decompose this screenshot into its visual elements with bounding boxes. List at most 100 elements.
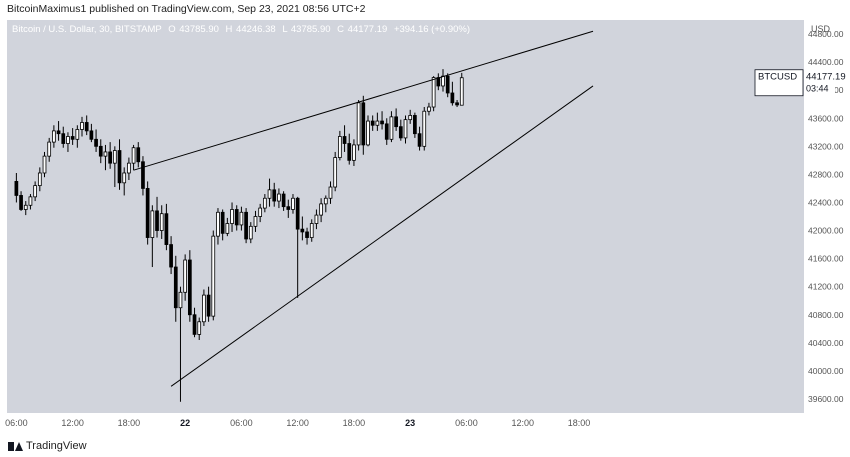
candle-body [234, 209, 239, 226]
candle [361, 95, 366, 155]
candle [103, 144, 108, 171]
candle-body [352, 144, 356, 161]
y-tick-label: 41600.00 [808, 254, 844, 264]
x-tick-label: 12:00 [511, 418, 534, 428]
y-tick-label: 42400.00 [808, 197, 844, 207]
candle-body [112, 150, 117, 164]
legend-o-label: O [168, 24, 175, 35]
candle-body [323, 197, 328, 205]
candle-body [61, 133, 66, 144]
candle-body [253, 216, 258, 227]
candle [272, 182, 277, 207]
candle [33, 181, 37, 202]
candle-body [47, 141, 52, 157]
candle [436, 73, 441, 91]
candle-body [136, 147, 141, 163]
candle [42, 151, 47, 178]
y-tick-label: 43200.00 [808, 141, 844, 151]
candle-body [459, 77, 464, 106]
candle [206, 286, 211, 322]
candle-body [277, 193, 281, 202]
candle-body [37, 172, 42, 187]
candle-body [305, 231, 309, 238]
legend-change: +394.16 (+0.90%) [394, 24, 470, 35]
candle [56, 121, 61, 141]
trendline-lower[interactable] [170, 85, 594, 387]
candle-body [394, 116, 398, 128]
candle [28, 194, 33, 210]
candle-body [375, 120, 380, 126]
x-tick-label: 12:00 [61, 418, 84, 428]
candle [375, 112, 380, 131]
legend-h-label: H [226, 24, 233, 35]
candle-body [356, 102, 361, 146]
candle [427, 102, 431, 116]
trendlines-layer [133, 30, 594, 387]
candle-body [75, 129, 80, 140]
candle-body [281, 193, 286, 208]
candle [70, 128, 75, 145]
candle-body [164, 213, 169, 245]
candle [141, 156, 145, 196]
y-tick-label: 39600.00 [808, 394, 844, 404]
candle-body [441, 75, 445, 87]
candle-body [141, 161, 145, 189]
legend-l-value: 43785.90 [291, 24, 331, 35]
candle [417, 126, 422, 151]
candle [389, 111, 394, 143]
candle [370, 115, 375, 131]
candle-body [80, 122, 84, 130]
candle-body [52, 130, 56, 143]
candle [117, 139, 122, 190]
candle [234, 205, 239, 231]
candle [211, 230, 216, 321]
y-axis-unit-label: USD [811, 24, 831, 34]
candle-body [23, 204, 28, 210]
candle [314, 209, 319, 230]
candle [300, 216, 305, 241]
candle [216, 208, 220, 245]
candle-body [192, 314, 197, 335]
candle [262, 194, 267, 213]
x-tick-label: 06:00 [230, 418, 253, 428]
candle-body [361, 102, 366, 146]
candle [61, 126, 66, 148]
candle [352, 139, 356, 166]
candles-layer [14, 69, 464, 402]
candle [197, 317, 202, 341]
y-tick-label: 40800.00 [808, 310, 844, 320]
candle [183, 254, 188, 301]
candle [136, 142, 141, 168]
candle [150, 205, 155, 268]
candle [230, 202, 234, 232]
candle-body [178, 291, 183, 309]
candle [328, 181, 333, 204]
candle-body [173, 266, 178, 309]
candle [267, 178, 272, 207]
candle-body [366, 120, 370, 146]
candle [75, 125, 80, 148]
candle-body [42, 155, 47, 174]
time-axis[interactable] [7, 413, 835, 431]
candle-body [183, 259, 188, 293]
candle [98, 139, 103, 164]
tradingview-footer[interactable]: TradingView [8, 440, 87, 452]
legend-o-value: 43785.90 [179, 24, 219, 35]
candle [155, 196, 159, 238]
candle [37, 167, 42, 192]
candle [338, 130, 342, 161]
candle-body [19, 195, 23, 210]
candle [408, 109, 413, 124]
plot-area[interactable] [7, 20, 804, 413]
y-tick-label: 43600.00 [808, 113, 844, 123]
candle [23, 201, 28, 216]
candle [47, 137, 52, 162]
candle-body [70, 136, 75, 140]
candle-body [408, 115, 413, 121]
candle [108, 142, 112, 169]
candle [52, 125, 56, 148]
y-tick-label: 44800.00 [808, 29, 844, 39]
candle [248, 222, 253, 244]
trendline-upper[interactable] [133, 30, 594, 171]
candle [145, 181, 150, 245]
